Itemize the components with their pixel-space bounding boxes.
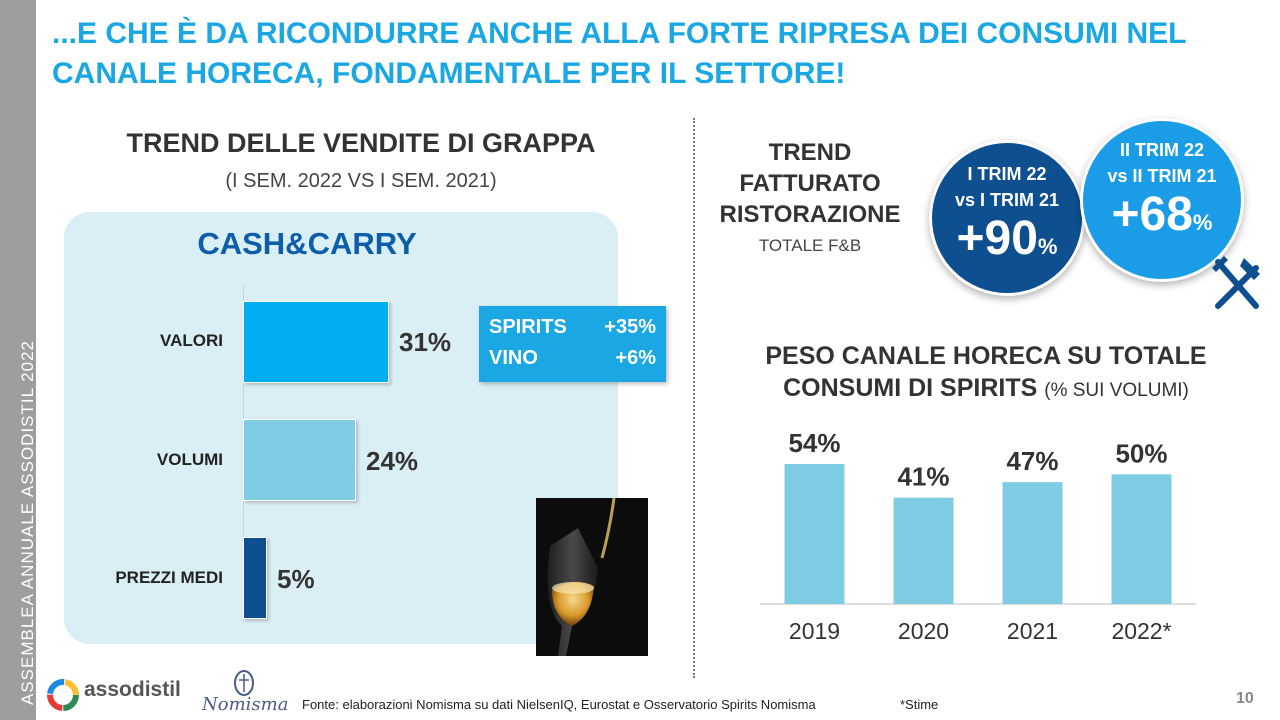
nomisma-emblem-icon: [234, 670, 254, 696]
side-band: [0, 0, 36, 720]
bar-label-valori: VALORI: [160, 331, 223, 350]
assodistil-logo-text: assodistil: [84, 678, 181, 701]
category-label-2021: 2021: [1007, 618, 1058, 644]
bar-value-valori: 31%: [399, 327, 452, 357]
peso-title-line1: PESO CANALE HORECA SU TOTALE: [765, 342, 1207, 370]
value-label-2019: 54%: [788, 428, 840, 458]
side-label: ASSEMBLEA ANNUALE ASSODISTIL 2022: [18, 340, 37, 705]
peso-title-line2: CONSUMI DI SPIRITS: [783, 374, 1038, 402]
bar-label-volumi: VOLUMI: [156, 450, 223, 469]
bar-2020: [893, 497, 954, 604]
horeca-bar-chart: 54% 2019 41% 2020 47% 2021 50% 2022*: [760, 428, 1196, 644]
bar-2022: [1111, 474, 1172, 604]
circle-ii-trim: II TRIM 22 vs II TRIM 21 +68%: [1080, 118, 1244, 282]
peso-title-suffix: (% SUI VOLUMI): [1044, 380, 1189, 401]
grappa-trend-title: TREND DELLE VENDITE DI GRAPPA: [126, 128, 596, 158]
nomisma-logo-text: Nomisma: [202, 694, 289, 715]
cash-carry-title: CASH&CARRY: [197, 226, 417, 261]
category-label-2022: 2022*: [1111, 618, 1171, 644]
circle-i-trim: I TRIM 22 vs I TRIM 21 +90%: [929, 140, 1085, 296]
spirits-vino-callout: SPIRITS +35% VINO +6%: [479, 306, 666, 382]
circle-i-trim-line2: vs I TRIM 21: [954, 190, 1060, 210]
bar-label-prezzi-medi: PREZZI MEDI: [115, 568, 223, 587]
bar-valori: [243, 301, 389, 383]
nomisma-logo: Nomisma: [202, 670, 292, 716]
estimate-note: *Stime: [900, 697, 939, 712]
trend-fatturato-subtitle: TOTALE F&B: [758, 236, 862, 255]
value-label-2021: 47%: [1006, 446, 1058, 476]
callout-spirits-value: +35%: [604, 316, 656, 338]
vertical-divider: [693, 118, 695, 678]
circle-ii-trim-value: +68: [1111, 188, 1193, 241]
trend-fatturato-title: TREND FATTURATO RISTORAZIONE: [719, 139, 901, 228]
circle-i-trim-value: +90: [956, 212, 1038, 265]
bar-volumi: [243, 419, 356, 501]
cutlery-icon: [1212, 256, 1260, 309]
circle-ii-trim-line2: vs II TRIM 21: [1107, 166, 1217, 186]
grappa-glass-photo: [536, 498, 648, 656]
category-label-2019: 2019: [789, 618, 840, 644]
source-note: Fonte: elaborazioni Nomisma su dati Niel…: [302, 697, 816, 712]
bar-value-prezzi-medi: 5%: [277, 564, 315, 594]
circle-i-trim-line1: I TRIM 22: [967, 164, 1047, 184]
callout-spirits-label: SPIRITS: [489, 316, 567, 338]
page-number: 10: [1236, 690, 1254, 707]
callout-vino-label: VINO: [489, 347, 538, 369]
value-label-2022: 50%: [1115, 438, 1167, 468]
value-label-2020: 41%: [897, 462, 949, 492]
circle-ii-trim-line1: II TRIM 22: [1119, 140, 1204, 160]
bar-2019: [784, 464, 845, 604]
circle-ii-trim-unit: %: [1192, 210, 1213, 235]
peso-horeca-title: PESO CANALE HORECA SU TOTALE CONSUMI DI …: [716, 340, 1256, 407]
bar-2021: [1002, 482, 1063, 604]
grappa-trend-subtitle: (I SEM. 2022 VS I SEM. 2021): [225, 170, 497, 192]
callout-vino-value: +6%: [615, 347, 656, 369]
bar-value-volumi: 24%: [366, 446, 419, 476]
headline: ...E CHE È DA RICONDURRE ANCHE ALLA FORT…: [52, 17, 1186, 90]
circle-i-trim-unit: %: [1037, 234, 1058, 259]
bar-prezzi-medi: [243, 537, 267, 619]
assodistil-logo-icon: [47, 679, 79, 711]
assodistil-logo: assodistil: [46, 676, 196, 716]
category-label-2020: 2020: [898, 618, 949, 644]
